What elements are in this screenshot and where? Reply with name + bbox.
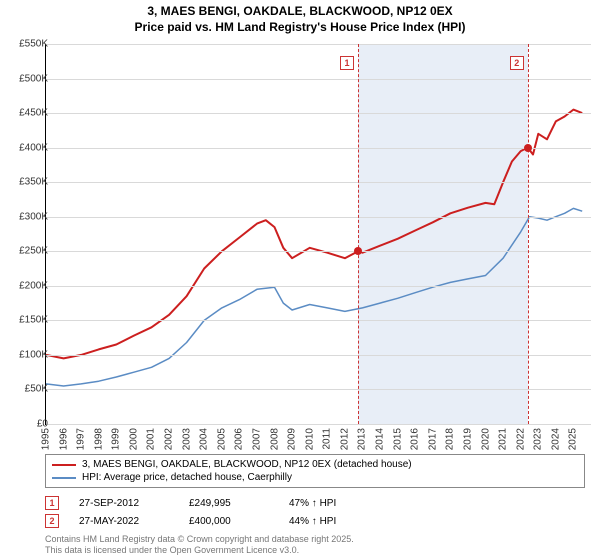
gridline-h: [46, 113, 591, 114]
x-tick-label: 2016: [410, 428, 421, 450]
x-tick-label: 1997: [76, 428, 87, 450]
transaction-row: 2 27-MAY-2022 £400,000 44% ↑ HPI: [45, 512, 369, 530]
y-tick-label: £350K: [6, 177, 48, 188]
legend: 3, MAES BENGI, OAKDALE, BLACKWOOD, NP12 …: [45, 454, 585, 488]
gridline-h: [46, 44, 591, 45]
x-tick-label: 2009: [287, 428, 298, 450]
legend-item: HPI: Average price, detached house, Caer…: [52, 471, 578, 484]
chart-area: 1995199619971998199920002001200220032004…: [45, 44, 590, 424]
x-tick-label: 2007: [251, 428, 262, 450]
x-tick-label: 1999: [111, 428, 122, 450]
x-tick-label: 2000: [128, 428, 139, 450]
x-tick-label: 1995: [41, 428, 52, 450]
x-tick-label: 1998: [93, 428, 104, 450]
gridline-h: [46, 320, 591, 321]
event-line: [528, 44, 529, 424]
data-point-marker: [524, 144, 532, 152]
x-tick-label: 2024: [550, 428, 561, 450]
attribution-footer: Contains HM Land Registry data © Crown c…: [45, 534, 354, 556]
x-tick-label: 2001: [146, 428, 157, 450]
x-tick-label: 2023: [533, 428, 544, 450]
transaction-date: 27-MAY-2022: [79, 516, 169, 527]
x-tick-label: 2005: [216, 428, 227, 450]
x-tick-label: 2011: [322, 428, 333, 450]
series-hpi: [46, 208, 582, 386]
gridline-h: [46, 355, 591, 356]
legend-label: 3, MAES BENGI, OAKDALE, BLACKWOOD, NP12 …: [82, 459, 412, 470]
gridline-h: [46, 251, 591, 252]
y-tick-label: £100K: [6, 349, 48, 360]
transaction-marker: 1: [45, 496, 59, 510]
x-tick-label: 2013: [357, 428, 368, 450]
transaction-delta: 44% ↑ HPI: [289, 516, 369, 527]
chart-title: 3, MAES BENGI, OAKDALE, BLACKWOOD, NP12 …: [0, 0, 600, 35]
transaction-marker: 2: [45, 514, 59, 528]
event-marker: 2: [510, 56, 524, 70]
legend-item: 3, MAES BENGI, OAKDALE, BLACKWOOD, NP12 …: [52, 458, 578, 471]
event-line: [358, 44, 359, 424]
x-tick-label: 2021: [498, 428, 509, 450]
x-tick-label: 2008: [269, 428, 280, 450]
plot-region: 1995199619971998199920002001200220032004…: [45, 44, 591, 425]
x-tick-label: 2018: [445, 428, 456, 450]
transactions-table: 1 27-SEP-2012 £249,995 47% ↑ HPI 2 27-MAY-202…: [45, 494, 369, 530]
x-tick-label: 2020: [480, 428, 491, 450]
y-tick-label: £150K: [6, 315, 48, 326]
y-tick-label: £0: [6, 419, 48, 430]
legend-swatch: [52, 477, 76, 479]
gridline-h: [46, 424, 591, 425]
x-tick-label: 2022: [515, 428, 526, 450]
x-tick-label: 2010: [304, 428, 315, 450]
y-tick-label: £250K: [6, 246, 48, 257]
line-layer: [46, 44, 591, 424]
gridline-h: [46, 148, 591, 149]
y-tick-label: £200K: [6, 280, 48, 291]
x-tick-label: 2025: [568, 428, 579, 450]
footer-line1: Contains HM Land Registry data © Crown c…: [45, 534, 354, 545]
title-line1: 3, MAES BENGI, OAKDALE, BLACKWOOD, NP12 …: [0, 4, 600, 20]
transaction-delta: 47% ↑ HPI: [289, 498, 369, 509]
x-tick-label: 2019: [462, 428, 473, 450]
gridline-h: [46, 79, 591, 80]
gridline-h: [46, 217, 591, 218]
x-tick-label: 2012: [339, 428, 350, 450]
y-tick-label: £500K: [6, 73, 48, 84]
y-tick-label: £300K: [6, 211, 48, 222]
gridline-h: [46, 389, 591, 390]
gridline-h: [46, 182, 591, 183]
transaction-date: 27-SEP-2012: [79, 498, 169, 509]
x-tick-label: 2002: [164, 428, 175, 450]
transaction-row: 1 27-SEP-2012 £249,995 47% ↑ HPI: [45, 494, 369, 512]
title-line2: Price paid vs. HM Land Registry's House …: [0, 20, 600, 36]
y-tick-label: £550K: [6, 39, 48, 50]
y-tick-label: £400K: [6, 142, 48, 153]
x-tick-label: 2003: [181, 428, 192, 450]
transaction-price: £400,000: [189, 516, 269, 527]
y-tick-label: £50K: [6, 384, 48, 395]
footer-line2: This data is licensed under the Open Gov…: [45, 545, 354, 556]
event-marker: 1: [340, 56, 354, 70]
x-tick-label: 2006: [234, 428, 245, 450]
transaction-price: £249,995: [189, 498, 269, 509]
data-point-marker: [354, 247, 362, 255]
gridline-h: [46, 286, 591, 287]
x-tick-label: 2017: [427, 428, 438, 450]
x-tick-label: 2015: [392, 428, 403, 450]
legend-label: HPI: Average price, detached house, Caer…: [82, 472, 292, 483]
x-tick-label: 2004: [199, 428, 210, 450]
legend-swatch: [52, 464, 76, 466]
x-tick-label: 2014: [375, 428, 386, 450]
y-tick-label: £450K: [6, 108, 48, 119]
x-tick-label: 1996: [58, 428, 69, 450]
